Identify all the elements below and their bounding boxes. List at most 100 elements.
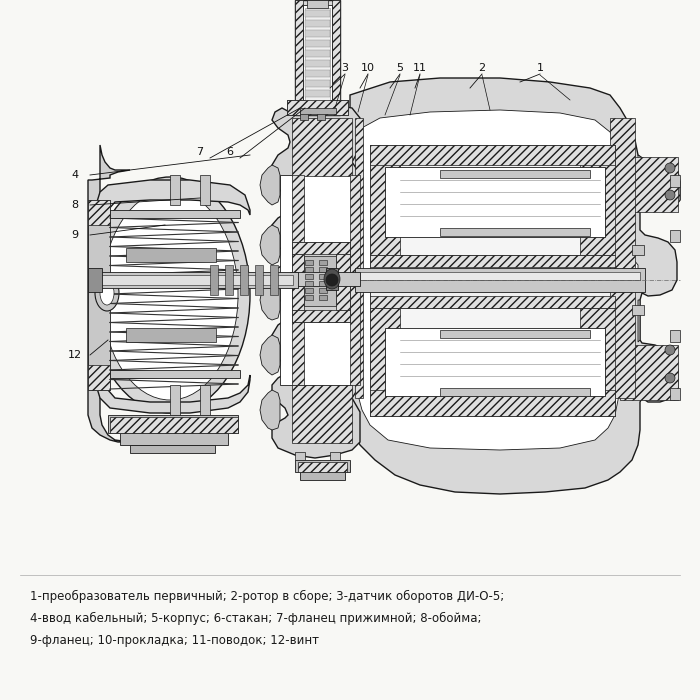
Bar (305, 267, 313, 272)
Bar (270, 265, 278, 295)
Polygon shape (260, 165, 280, 205)
Bar (670, 330, 680, 342)
Bar (319, 267, 327, 272)
Bar (319, 260, 327, 265)
Bar (440, 388, 590, 396)
Bar (370, 255, 615, 308)
Bar (305, 50, 330, 57)
Bar (305, 60, 330, 67)
Ellipse shape (324, 269, 340, 289)
Bar (200, 175, 210, 205)
Bar (300, 112, 308, 120)
Bar (88, 200, 110, 390)
Bar (670, 388, 680, 400)
Bar (110, 210, 240, 218)
Bar (292, 310, 350, 322)
Bar (350, 175, 360, 385)
Ellipse shape (665, 373, 675, 383)
Bar (126, 328, 216, 342)
Text: 9-фланец; 10-прокладка; 11-поводок; 12-винт: 9-фланец; 10-прокладка; 11-поводок; 12-в… (30, 634, 319, 647)
Bar (440, 330, 590, 338)
Bar (300, 472, 345, 480)
Bar (440, 228, 590, 236)
Bar (305, 260, 313, 265)
Bar (130, 445, 215, 453)
Polygon shape (618, 358, 638, 387)
Bar (225, 265, 233, 295)
Ellipse shape (326, 274, 338, 286)
Bar (305, 274, 313, 279)
Bar (670, 175, 680, 187)
Bar (370, 308, 615, 416)
Bar (170, 385, 180, 415)
Text: 4-ввод кабельный; 5-корпус; 6-стакан; 7-фланец прижимной; 8-обойма;: 4-ввод кабельный; 5-корпус; 6-стакан; 7-… (30, 612, 482, 625)
Bar (292, 385, 352, 443)
Bar (304, 256, 336, 306)
Bar (370, 145, 400, 255)
Ellipse shape (102, 190, 238, 400)
Polygon shape (618, 178, 638, 212)
Polygon shape (638, 155, 680, 210)
Bar (385, 167, 605, 237)
Bar (580, 145, 615, 255)
Bar (295, 460, 350, 472)
Bar (298, 462, 347, 472)
Bar (93, 275, 293, 285)
Bar (280, 175, 352, 385)
Ellipse shape (95, 275, 119, 311)
Polygon shape (352, 110, 638, 450)
Bar (332, 0, 340, 115)
Text: 6: 6 (227, 147, 234, 157)
Text: 12: 12 (68, 350, 82, 360)
Bar (255, 265, 263, 295)
Bar (88, 272, 298, 288)
Text: 4: 4 (71, 170, 78, 180)
Bar (610, 118, 635, 398)
Bar (319, 295, 327, 300)
Bar (632, 305, 644, 315)
Text: 8: 8 (71, 200, 78, 210)
Bar (305, 40, 330, 47)
Polygon shape (260, 278, 280, 320)
Text: 2: 2 (478, 63, 486, 73)
Bar (305, 10, 330, 17)
Bar (440, 170, 590, 178)
Bar (330, 452, 340, 460)
Bar (110, 417, 238, 433)
Bar (110, 370, 240, 378)
Bar (632, 245, 644, 255)
Bar (287, 100, 348, 115)
Bar (300, 108, 336, 114)
Bar (305, 30, 330, 37)
Text: 10: 10 (361, 63, 375, 73)
Bar (370, 255, 615, 267)
Bar (88, 200, 110, 225)
Bar (303, 5, 332, 110)
Text: 9: 9 (71, 230, 78, 240)
Bar (370, 145, 615, 165)
Text: 1: 1 (536, 63, 543, 73)
Bar (620, 345, 678, 400)
Text: 5: 5 (396, 63, 403, 73)
Bar (305, 295, 313, 300)
Bar (292, 242, 350, 254)
Text: 7: 7 (197, 147, 204, 157)
Bar (319, 288, 327, 293)
Bar (319, 281, 327, 286)
Bar (290, 272, 360, 286)
Bar (385, 328, 605, 396)
Ellipse shape (90, 177, 250, 413)
Bar (292, 254, 304, 310)
Polygon shape (260, 335, 280, 375)
Bar (305, 8, 330, 106)
Bar (370, 296, 615, 308)
Bar (370, 308, 400, 416)
Bar (292, 175, 304, 385)
Polygon shape (272, 105, 360, 458)
Bar (295, 452, 305, 460)
Bar (200, 385, 210, 415)
Polygon shape (260, 390, 280, 430)
Bar (370, 390, 615, 416)
Bar (292, 242, 350, 322)
Ellipse shape (665, 190, 675, 200)
